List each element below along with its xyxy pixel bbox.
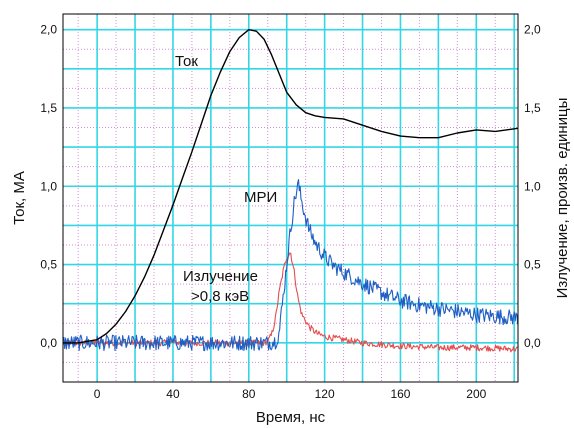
y-right-tick-label: 0,5 [524,258,541,272]
y-right-tick-label: 0,0 [524,336,541,350]
y-left-tick-label: 0,0 [40,336,57,350]
y-axis-label-right: Излучение, произв. единицы [554,98,571,299]
y-right-tick-label: 1,5 [524,101,541,115]
x-tick-label: 0 [94,387,101,401]
y-right-tick-label: 2,0 [524,23,541,37]
x-axis-label: Время, нс [256,409,326,426]
y-axis-label-left: Ток, МА [11,171,28,225]
x-tick-label: 40 [166,387,180,401]
annotation-radiation-line1: Излучение [183,268,258,285]
annotation-radiation-line2: >0,8 кэВ [191,288,249,305]
x-tick-label: 120 [315,387,335,401]
y-left-tick-label: 0,5 [40,258,57,272]
x-tick-label: 160 [390,387,410,401]
annotation-mri: МРИ [244,189,277,206]
y-right-tick-label: 1,0 [524,179,541,193]
x-tick-label: 200 [466,387,486,401]
y-left-tick-label: 2,0 [40,23,57,37]
annotation-current: Ток [175,53,198,70]
grid-major [63,14,518,382]
y-left-tick-label: 1,0 [40,179,57,193]
x-tick-label: 80 [242,387,256,401]
y-left-tick-label: 1,5 [40,101,57,115]
